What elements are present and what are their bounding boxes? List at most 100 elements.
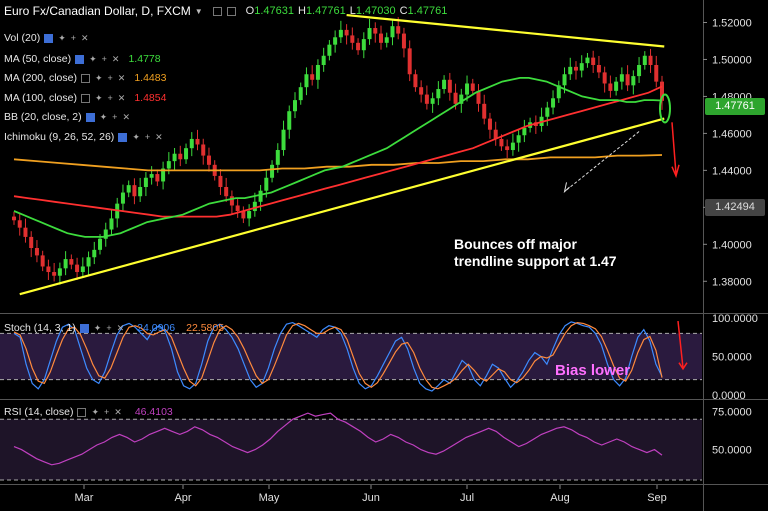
indicator-rsi[interactable]: RSI (14, close) ✦ + ✕ 46.4103 <box>4 406 173 418</box>
candle-body <box>505 146 510 151</box>
candle-body <box>396 26 401 34</box>
candle-body <box>281 129 286 151</box>
candle-body <box>585 57 590 64</box>
candle-body <box>516 135 521 143</box>
bias-annotation: Bias lower <box>555 362 631 379</box>
candle-body <box>178 153 183 160</box>
close-icon[interactable]: ✕ <box>122 111 130 122</box>
candle-body <box>321 55 326 65</box>
candle-body <box>17 220 22 228</box>
candle-body <box>442 79 447 90</box>
stoch-tick-label: 100.0000 <box>712 313 758 325</box>
stoch-k-value: 24.0906 <box>137 322 176 334</box>
candle-body <box>361 39 366 51</box>
plus-icon[interactable]: + <box>107 73 113 83</box>
visibility-toggle-icon[interactable] <box>118 132 128 142</box>
candle-body <box>407 48 412 75</box>
candle-body <box>642 55 647 65</box>
plus-icon[interactable]: + <box>107 93 113 103</box>
visibility-toggle-icon[interactable] <box>80 93 90 103</box>
target-price-tag: 1.42494 <box>705 199 765 216</box>
candle-body <box>608 83 613 91</box>
candle-body <box>264 177 269 191</box>
indicator-ma200[interactable]: MA (200, close) ✦ + ✕ 1.4483 <box>4 72 167 84</box>
plus-icon[interactable]: + <box>70 33 76 43</box>
visibility-toggle-icon[interactable] <box>75 54 85 64</box>
settings-icon[interactable]: ✦ <box>94 92 103 103</box>
candle-body <box>338 29 343 38</box>
settings-icon[interactable] <box>212 6 222 16</box>
candle-body <box>413 74 418 88</box>
ohlc-open: O1.47631 <box>245 5 294 17</box>
rsi-tick-label: 75.0000 <box>712 407 752 419</box>
stoch-d-value: 22.5805 <box>186 322 225 334</box>
visibility-toggle-icon[interactable] <box>80 73 90 83</box>
candle-body <box>459 94 464 104</box>
indicator-vol[interactable]: Vol (20) ✦ + ✕ <box>4 32 89 44</box>
candle-body <box>155 174 160 182</box>
candle-body <box>602 72 607 84</box>
chevron-down-icon[interactable]: ▼ <box>194 6 203 16</box>
indicator-ma50[interactable]: MA (50, close) ✦ + ✕ 1.4778 <box>4 53 161 65</box>
rsi-band <box>0 419 702 480</box>
settings-icon[interactable]: ✦ <box>91 406 99 417</box>
indicator-stoch[interactable]: Stoch (14, 3, 1) ✦ + ✕ 24.0906 22.5805 <box>4 322 225 334</box>
eye-icon[interactable] <box>226 6 236 16</box>
stoch-d-line <box>13 321 663 390</box>
visibility-toggle-icon[interactable] <box>44 33 54 43</box>
close-icon[interactable]: ✕ <box>111 53 120 64</box>
close-icon[interactable]: ✕ <box>81 32 89 43</box>
rsi-line <box>13 412 663 466</box>
indicator-bb[interactable]: BB (20, close, 2) ✦ + ✕ <box>4 111 130 123</box>
close-icon[interactable]: ✕ <box>114 406 122 417</box>
candle-body <box>315 65 320 80</box>
settings-icon[interactable]: ✦ <box>94 72 103 83</box>
candle-body <box>487 118 492 130</box>
candle-body <box>241 211 246 219</box>
current-price-tag: 1.47761 <box>705 98 765 115</box>
candle-body <box>430 98 435 104</box>
candle-body <box>350 35 355 43</box>
candle-body <box>224 187 229 197</box>
plus-icon[interactable]: + <box>144 132 151 142</box>
visibility-toggle-icon[interactable] <box>79 323 89 333</box>
candle-body <box>482 103 487 119</box>
settings-icon[interactable]: ✦ <box>132 131 140 142</box>
plus-icon[interactable]: + <box>101 54 107 64</box>
candle-body <box>80 266 85 273</box>
candle-body <box>275 150 280 165</box>
candle-body <box>52 272 57 276</box>
candle-body <box>270 164 275 178</box>
visibility-toggle-icon[interactable] <box>85 112 95 122</box>
candle-body <box>109 218 114 230</box>
plus-icon[interactable]: + <box>106 323 112 333</box>
close-icon[interactable]: ✕ <box>117 72 126 83</box>
candle-body <box>499 138 504 147</box>
candle-body <box>379 33 384 43</box>
close-icon[interactable]: ✕ <box>155 131 163 142</box>
candle-body <box>69 259 74 265</box>
candle-body <box>470 83 475 91</box>
candle-body <box>206 155 211 165</box>
indicator-ichimoku[interactable]: Ichimoku (9, 26, 52, 26) ✦ + ✕ <box>4 131 163 143</box>
plus-icon[interactable]: + <box>112 112 118 122</box>
plus-icon[interactable]: + <box>104 407 110 417</box>
close-icon[interactable]: ✕ <box>117 92 126 103</box>
settings-icon[interactable]: ✦ <box>89 53 97 64</box>
indicator-ma100[interactable]: MA (100, close) ✦ + ✕ 1.4854 <box>4 92 167 104</box>
candle-body <box>75 264 80 273</box>
candle-body <box>184 148 189 160</box>
candle-body <box>166 161 171 169</box>
symbol-title[interactable]: Euro Fx/Canadian Dollar, D, FXCM <box>4 4 191 18</box>
candle-body <box>447 79 452 93</box>
close-icon[interactable]: ✕ <box>116 322 125 333</box>
settings-icon[interactable]: ✦ <box>99 111 108 122</box>
price-tick-label: 1.44000 <box>712 165 752 177</box>
candle-body <box>235 205 240 212</box>
settings-icon[interactable]: ✦ <box>93 322 102 333</box>
settings-icon[interactable]: ✦ <box>58 32 66 43</box>
visibility-toggle-icon[interactable] <box>77 407 87 417</box>
candle-body <box>98 238 103 250</box>
candle-body <box>333 37 338 45</box>
